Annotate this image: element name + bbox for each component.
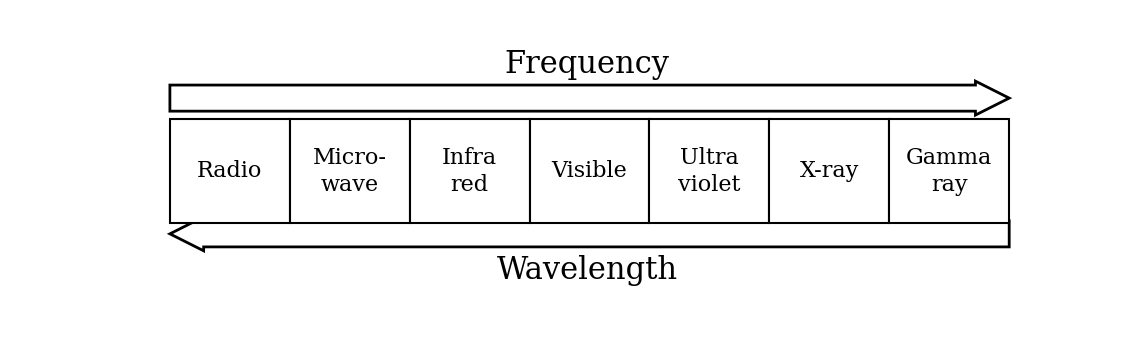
Bar (529, 119, 650, 223)
FancyArrow shape (170, 217, 1010, 251)
Text: Ultra
violet: Ultra violet (678, 147, 740, 196)
Text: X-ray: X-ray (800, 160, 860, 182)
Text: Gamma
ray: Gamma ray (906, 147, 992, 196)
FancyArrow shape (170, 81, 1010, 115)
Text: Infra
red: Infra red (442, 147, 497, 196)
Text: Radio: Radio (197, 160, 262, 182)
Text: Frequency: Frequency (505, 48, 669, 80)
Bar (650, 119, 769, 223)
Text: Visible: Visible (551, 160, 627, 182)
Text: Micro-
wave: Micro- wave (313, 147, 386, 196)
Text: Wavelength: Wavelength (496, 255, 678, 286)
Bar (889, 119, 1010, 223)
Bar (290, 119, 410, 223)
Bar (170, 119, 290, 223)
Bar (410, 119, 529, 223)
Bar (769, 119, 889, 223)
